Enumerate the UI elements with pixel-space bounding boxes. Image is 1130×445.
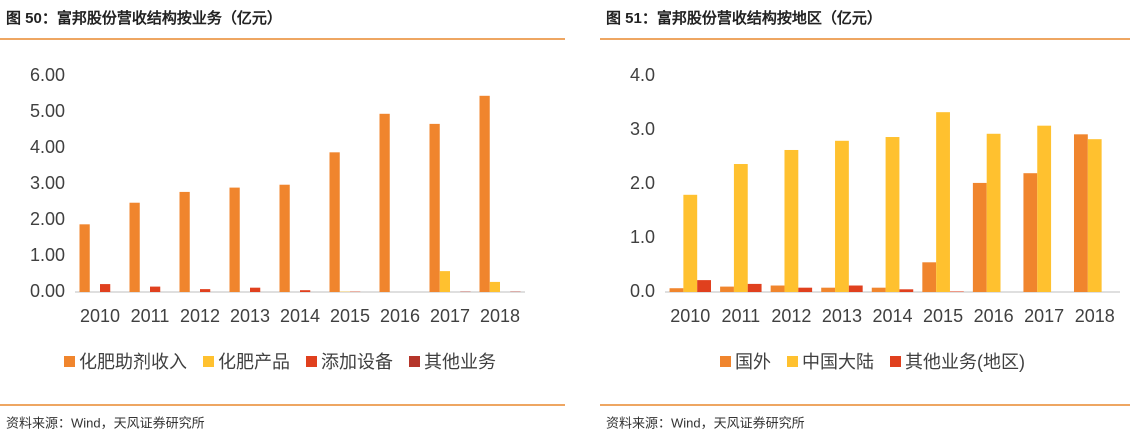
bar bbox=[885, 137, 900, 292]
y-tick-label: 5.00 bbox=[30, 101, 65, 121]
x-tick-label: 2018 bbox=[480, 306, 520, 326]
x-tick-label: 2013 bbox=[822, 306, 862, 326]
bar bbox=[936, 112, 950, 293]
legend-label: 化肥产品 bbox=[218, 352, 290, 372]
x-tick-label: 2010 bbox=[80, 306, 120, 326]
bar bbox=[1023, 173, 1038, 292]
legend-label: 添加设备 bbox=[321, 352, 393, 372]
bar bbox=[129, 202, 140, 292]
bar bbox=[784, 149, 799, 292]
bar bbox=[720, 286, 734, 292]
x-tick-label: 2017 bbox=[430, 306, 470, 326]
bar bbox=[697, 280, 712, 292]
legend-label: 中国大陆 bbox=[802, 352, 874, 372]
legend-label: 国外 bbox=[735, 352, 771, 372]
bar bbox=[747, 283, 762, 292]
bar bbox=[733, 164, 748, 292]
legend-swatch bbox=[890, 356, 901, 367]
legend-label: 化肥助剂收入 bbox=[79, 352, 187, 372]
x-tick-label: 2016 bbox=[380, 306, 420, 326]
bar bbox=[329, 152, 340, 292]
bar bbox=[683, 194, 698, 292]
x-tick-label: 2015 bbox=[923, 306, 963, 326]
bar bbox=[899, 289, 914, 292]
bar bbox=[489, 281, 500, 292]
bar bbox=[972, 182, 987, 292]
x-tick-label: 2018 bbox=[1075, 306, 1115, 326]
bar bbox=[250, 287, 261, 292]
legend-label: 其他业务(地区) bbox=[905, 352, 1025, 372]
x-tick-label: 2012 bbox=[180, 306, 220, 326]
bar bbox=[229, 187, 240, 292]
x-tick-label: 2014 bbox=[872, 306, 912, 326]
x-tick-label: 2015 bbox=[330, 306, 370, 326]
x-tick-label: 2016 bbox=[974, 306, 1014, 326]
chart-title: 图 50：富邦股份营收结构按业务（亿元） bbox=[6, 9, 282, 27]
y-tick-label: 0.0 bbox=[630, 281, 655, 301]
bar bbox=[150, 286, 161, 292]
bar bbox=[300, 290, 311, 292]
y-tick-label: 6.00 bbox=[30, 65, 65, 85]
x-tick-label: 2013 bbox=[230, 306, 270, 326]
y-tick-label: 2.00 bbox=[30, 209, 65, 229]
bar bbox=[429, 123, 440, 292]
y-tick-label: 4.0 bbox=[630, 65, 655, 85]
bar bbox=[479, 95, 490, 292]
legend-swatch bbox=[203, 356, 214, 367]
y-tick-label: 0.00 bbox=[30, 281, 65, 301]
x-tick-label: 2011 bbox=[131, 306, 170, 326]
source: 资料来源：Wind，天风证券研究所 bbox=[606, 415, 805, 430]
y-tick-label: 3.00 bbox=[30, 173, 65, 193]
bar bbox=[821, 287, 836, 292]
x-tick-label: 2012 bbox=[771, 306, 811, 326]
legend-swatch bbox=[787, 356, 798, 367]
x-tick-label: 2011 bbox=[721, 306, 760, 326]
bar bbox=[798, 287, 813, 292]
bar bbox=[835, 140, 849, 292]
chart-title: 图 51：富邦股份营收结构按地区（亿元） bbox=[606, 9, 882, 27]
bar bbox=[848, 285, 863, 292]
y-tick-label: 1.0 bbox=[630, 227, 655, 247]
bar bbox=[669, 288, 684, 292]
legend-swatch bbox=[64, 356, 75, 367]
bar bbox=[79, 224, 90, 292]
y-tick-label: 4.00 bbox=[30, 137, 65, 157]
bar bbox=[100, 284, 111, 292]
bar bbox=[986, 133, 1001, 292]
legend-swatch bbox=[306, 356, 317, 367]
bar bbox=[1087, 139, 1102, 292]
bar bbox=[949, 291, 964, 292]
bar bbox=[379, 113, 390, 292]
y-tick-label: 2.0 bbox=[630, 173, 655, 193]
bar bbox=[1073, 134, 1088, 292]
bar bbox=[770, 285, 785, 292]
x-tick-label: 2017 bbox=[1024, 306, 1064, 326]
bar bbox=[200, 289, 211, 292]
bar bbox=[279, 184, 290, 292]
bar bbox=[1037, 125, 1052, 293]
x-tick-label: 2014 bbox=[280, 306, 320, 326]
source: 资料来源：Wind，天风证券研究所 bbox=[6, 415, 205, 430]
legend-label: 其他业务 bbox=[424, 352, 496, 372]
y-tick-label: 3.0 bbox=[630, 119, 655, 139]
bar bbox=[922, 262, 937, 292]
legend-swatch bbox=[720, 356, 731, 367]
bar bbox=[179, 191, 190, 292]
x-tick-label: 2010 bbox=[670, 306, 710, 326]
bar bbox=[871, 287, 886, 292]
y-tick-label: 1.00 bbox=[30, 245, 65, 265]
bar bbox=[439, 271, 450, 292]
legend-swatch bbox=[409, 356, 420, 367]
